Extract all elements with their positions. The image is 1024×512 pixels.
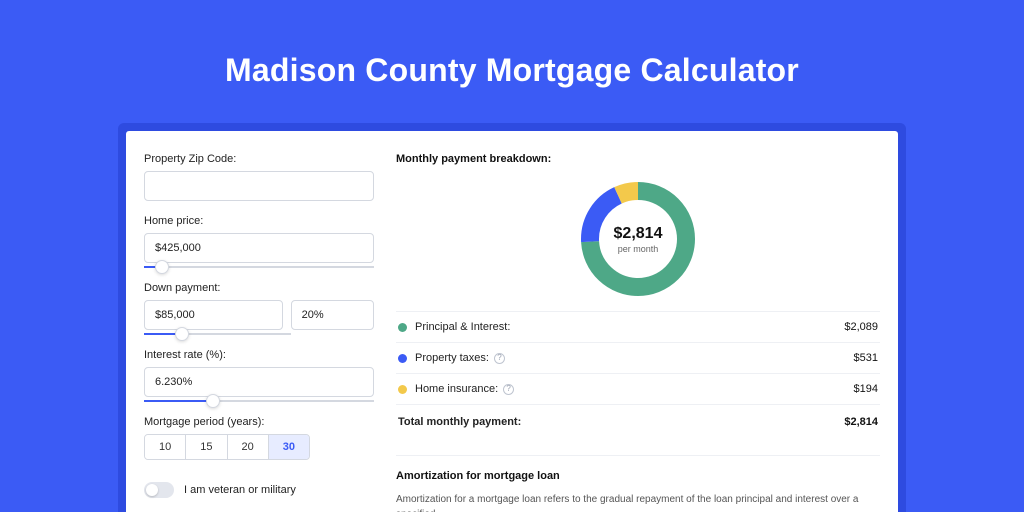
veteran-toggle[interactable] — [144, 482, 174, 498]
donut-per-month: per month — [618, 244, 659, 254]
donut-total-amount: $2,814 — [614, 225, 663, 243]
home-price-input[interactable]: $425,000 — [144, 233, 374, 263]
zip-label: Property Zip Code: — [144, 153, 374, 165]
amortization-section: Amortization for mortgage loan Amortizat… — [396, 455, 880, 512]
info-icon[interactable]: ? — [503, 384, 514, 395]
calculator-panel: Property Zip Code: Home price: $425,000 … — [126, 131, 898, 512]
legend-label: Home insurance:? — [415, 383, 854, 395]
legend-label: Property taxes:? — [415, 352, 854, 364]
slider-thumb[interactable] — [206, 394, 220, 408]
legend-value: $2,089 — [844, 321, 878, 333]
legend-row: Home insurance:?$194 — [396, 374, 880, 405]
mortgage-period-segmented: 10152030 — [144, 434, 310, 460]
slider-fill — [144, 400, 213, 402]
legend-total-value: $2,814 — [844, 416, 878, 428]
legend-dot — [398, 354, 407, 363]
breakdown-legend: Principal & Interest:$2,089Property taxe… — [396, 311, 880, 437]
form-column: Property Zip Code: Home price: $425,000 … — [144, 153, 386, 512]
page-title: Madison County Mortgage Calculator — [0, 52, 1024, 89]
legend-row: Property taxes:?$531 — [396, 343, 880, 374]
slider-thumb[interactable] — [155, 260, 169, 274]
down-payment-slider[interactable] — [144, 333, 291, 335]
donut-chart-wrap: $2,814 per month — [396, 165, 880, 311]
down-payment-amount-input[interactable]: $85,000 — [144, 300, 283, 330]
interest-rate-input[interactable]: 6.230% — [144, 367, 374, 397]
legend-dot — [398, 323, 407, 332]
period-option-15[interactable]: 15 — [186, 435, 227, 459]
interest-rate-slider[interactable] — [144, 400, 374, 402]
legend-row: Principal & Interest:$2,089 — [396, 312, 880, 343]
interest-rate-label: Interest rate (%): — [144, 349, 374, 361]
down-payment-pct-input[interactable]: 20% — [291, 300, 374, 330]
legend-label: Principal & Interest: — [415, 321, 844, 333]
legend-value: $531 — [854, 352, 878, 364]
legend-value: $194 — [854, 383, 878, 395]
period-option-10[interactable]: 10 — [145, 435, 186, 459]
breakdown-title: Monthly payment breakdown: — [396, 153, 880, 165]
amortization-title: Amortization for mortgage loan — [396, 470, 880, 482]
mortgage-period-label: Mortgage period (years): — [144, 416, 374, 428]
amortization-body: Amortization for a mortgage loan refers … — [396, 492, 880, 512]
veteran-toggle-label: I am veteran or military — [184, 484, 296, 496]
panel-shadow: Property Zip Code: Home price: $425,000 … — [118, 123, 906, 512]
home-price-slider[interactable] — [144, 266, 374, 268]
legend-dot — [398, 385, 407, 394]
down-payment-label: Down payment: — [144, 282, 374, 294]
home-price-label: Home price: — [144, 215, 374, 227]
legend-total-row: Total monthly payment:$2,814 — [396, 405, 880, 437]
donut-chart: $2,814 per month — [578, 179, 698, 299]
breakdown-column: Monthly payment breakdown: $2,814 per mo… — [386, 153, 880, 512]
period-option-30[interactable]: 30 — [269, 435, 309, 459]
slider-thumb[interactable] — [175, 327, 189, 341]
legend-total-label: Total monthly payment: — [398, 416, 844, 428]
zip-input[interactable] — [144, 171, 374, 201]
period-option-20[interactable]: 20 — [228, 435, 269, 459]
info-icon[interactable]: ? — [494, 353, 505, 364]
